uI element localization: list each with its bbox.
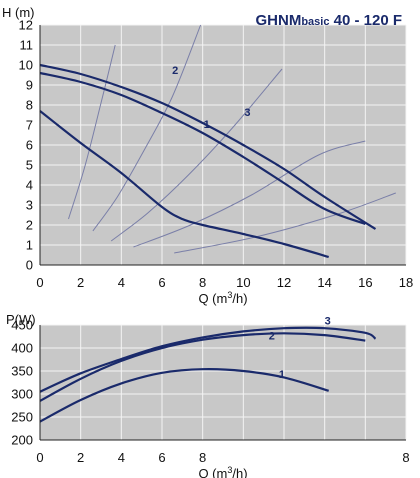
power-curve-label: 2 bbox=[269, 331, 275, 343]
power-x-tick-label: 4 bbox=[118, 450, 125, 465]
head-y-tick-label: 3 bbox=[26, 198, 33, 213]
head-curve-label: 3 bbox=[244, 107, 250, 119]
head-y-tick-label: 6 bbox=[26, 138, 33, 153]
power-series-2-line bbox=[39, 332, 366, 402]
head-x-axis-label: Q (m3/h) bbox=[198, 290, 247, 306]
power-flow-chart: 200 250 300 350 400 450 0 2 4 6 8 8 1 2 3 P(W) Q (m3/h) bbox=[6, 312, 410, 478]
power-y-axis-label: P(W) bbox=[6, 312, 36, 327]
power-y-tick-label: 350 bbox=[11, 364, 33, 379]
head-x-tick-label: 18 bbox=[399, 275, 413, 290]
head-series-2-line bbox=[39, 71, 366, 226]
power-x-axis-label: Q (m3/h) bbox=[198, 465, 247, 478]
power-x-tick-label: 8 bbox=[402, 450, 409, 465]
head-x-tick-label: 6 bbox=[158, 275, 165, 290]
head-y-tick-label: 4 bbox=[26, 178, 33, 193]
head-y-tick-label: 12 bbox=[19, 18, 33, 33]
head-y-tick-label: 10 bbox=[19, 58, 33, 73]
head-x-tick-label: 10 bbox=[236, 275, 250, 290]
power-y-tick-label: 250 bbox=[11, 410, 33, 425]
head-x-tick-label: 4 bbox=[118, 275, 125, 290]
power-series-3-line bbox=[39, 326, 377, 393]
power-y-tick-label: 300 bbox=[11, 387, 33, 402]
head-x-tick-label: 16 bbox=[358, 275, 372, 290]
head-x-tick-label: 12 bbox=[277, 275, 291, 290]
head-y-tick-label: 9 bbox=[26, 78, 33, 93]
power-y-tick-label: 400 bbox=[11, 341, 33, 356]
power-y-tick-label: 200 bbox=[11, 433, 33, 448]
head-system-curve bbox=[133, 140, 366, 248]
head-y-tick-label: 8 bbox=[26, 98, 33, 113]
head-y-tick-label: 5 bbox=[26, 158, 33, 173]
head-y-tick-label: 11 bbox=[20, 38, 34, 53]
head-y-axis-label: H (m) bbox=[2, 5, 35, 20]
head-y-tick-label: 0 bbox=[26, 258, 33, 273]
power-curve-label: 3 bbox=[325, 316, 331, 328]
power-x-tick-label: 6 bbox=[158, 450, 165, 465]
head-title: GHNMbasic 40 - 120 F bbox=[255, 12, 402, 29]
head-x-tick-label: 8 bbox=[199, 275, 206, 290]
head-x-tick-label: 2 bbox=[77, 275, 84, 290]
head-curve-label: 1 bbox=[204, 119, 210, 131]
power-x-tick-label: 8 bbox=[199, 450, 206, 465]
head-x-tick-label: 14 bbox=[317, 275, 331, 290]
head-y-tick-label: 7 bbox=[26, 118, 33, 133]
head-y-tick-label: 1 bbox=[26, 238, 33, 253]
power-x-tick-label: 0 bbox=[36, 450, 43, 465]
power-series-1-line bbox=[39, 368, 330, 423]
power-x-tick-label: 2 bbox=[77, 450, 84, 465]
head-y-tick-label: 2 bbox=[26, 218, 33, 233]
power-curve-label: 1 bbox=[279, 369, 285, 381]
head-series-3-line bbox=[39, 63, 377, 230]
head-x-tick-label: 0 bbox=[36, 275, 43, 290]
power-y-tick-label: 450 bbox=[11, 318, 33, 333]
head-system-curve bbox=[110, 68, 283, 242]
head-curve-label: 2 bbox=[172, 65, 178, 77]
head-system-curve bbox=[68, 44, 116, 220]
head-series-1-line bbox=[39, 110, 330, 259]
power-plot-area bbox=[40, 325, 406, 440]
head-system-curve bbox=[174, 192, 396, 254]
head-system-curve bbox=[92, 24, 202, 232]
